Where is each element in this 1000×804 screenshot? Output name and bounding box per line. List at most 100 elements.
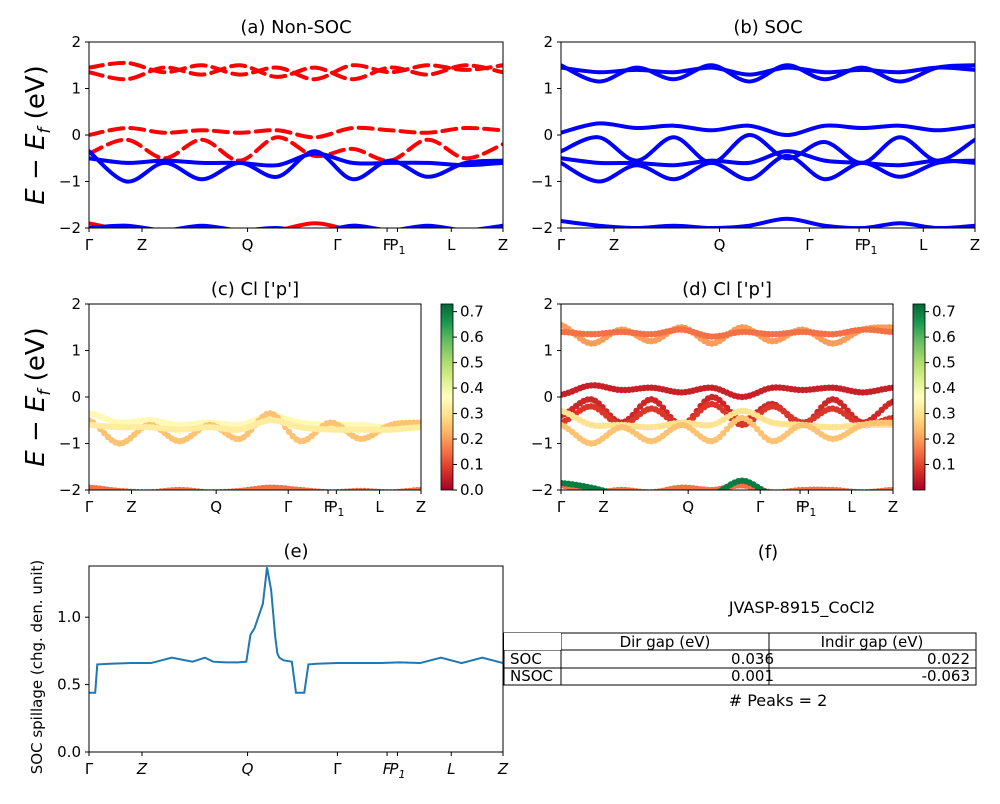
panel-e: 0.0 0.5 1.0 Γ Z Q Γ FP1 L Z (e) SOC spillage (chg. …	[28, 541, 509, 781]
header-indir-gap: Indir gap (eV)	[821, 633, 924, 651]
band-point	[663, 491, 669, 497]
band-d-1	[561, 326, 893, 340]
y-tick-label: 0	[71, 126, 81, 144]
band-point	[871, 491, 877, 497]
panel-title-e: (e)	[283, 541, 308, 562]
plot-area-a	[89, 60, 503, 228]
x-tick-label: L	[919, 236, 928, 254]
x-tick-label: Γ	[557, 236, 566, 254]
band-point	[656, 491, 662, 497]
band-point	[840, 403, 848, 410]
band-b-1	[561, 65, 975, 77]
x-tick-label: F	[855, 236, 864, 254]
y-tick-label: −1	[59, 435, 81, 453]
colorbar-tick-label: 0.6	[932, 328, 956, 346]
band-point	[244, 430, 251, 438]
band-d-2	[561, 382, 893, 401]
band-point	[796, 492, 802, 498]
row-soc-indir: 0.022	[927, 650, 970, 668]
y-tick-label: 0	[543, 126, 553, 144]
y-tick-label: −1	[531, 435, 553, 453]
plot-area-c	[89, 410, 421, 490]
band-b-6	[561, 216, 975, 228]
y-tick-label: 1	[71, 342, 81, 360]
x-tick-label: Z	[416, 498, 426, 516]
band-point	[863, 491, 869, 497]
x-tick-label: F	[383, 236, 392, 254]
band-point	[757, 486, 765, 490]
x-tick-label: Z	[498, 236, 508, 254]
plot-area-d	[561, 321, 893, 498]
header-dir-gap: Dir gap (eV)	[620, 633, 711, 651]
band-point	[754, 425, 761, 433]
x-tick-label: L	[447, 760, 455, 778]
x-tick-label: Z	[598, 498, 608, 516]
band-point	[709, 491, 715, 497]
y-tick-label: 2	[71, 33, 81, 51]
colorbar-tick-label: 0.6	[460, 328, 484, 346]
band-point	[694, 492, 700, 498]
band-point	[750, 421, 757, 429]
x-tick-label: Γ	[284, 498, 293, 516]
y-axis-label-a: E − Ef (eV)	[21, 65, 55, 205]
colorbar-gradient	[912, 303, 926, 491]
row-nsoc-indir: -0.063	[922, 667, 970, 685]
x-tick-label: Γ	[557, 498, 566, 516]
band-point	[889, 328, 893, 336]
band-a-4	[89, 149, 503, 184]
band-point	[867, 491, 873, 497]
x-tick-label: P1	[800, 498, 816, 519]
band-point	[705, 492, 711, 498]
band-point	[814, 491, 820, 497]
y-tick-label: 1	[71, 80, 81, 98]
x-tick-label: P1	[389, 236, 405, 257]
band-point	[829, 491, 835, 497]
colorbar-tick-label: 0.5	[932, 354, 956, 372]
material-id: JVASP-8915_CoCl2	[728, 598, 875, 618]
band-point	[807, 491, 813, 497]
y-tick-label: 0	[543, 388, 553, 406]
y-tick-label: −1	[59, 173, 81, 191]
band-a-5	[89, 151, 503, 168]
x-tick-label: Z	[497, 760, 509, 778]
band-point	[765, 490, 771, 496]
x-tick-label: Q	[210, 498, 222, 516]
x-tick-label: L	[447, 236, 456, 254]
panel-d: 210−1−2Γ Z Q Γ FP1 L Z(d) Cl ['p']0.70.60.50.4…	[531, 279, 956, 519]
colorbar-tick-label: 0.1	[460, 456, 484, 474]
band-point	[630, 492, 636, 498]
band-point	[833, 491, 839, 497]
x-tick-label: P1	[861, 236, 877, 257]
band-point	[701, 492, 707, 498]
panel-title-b: (b) SOC	[733, 17, 802, 38]
x-tick-label: Z	[126, 498, 136, 516]
band-d-6	[561, 414, 893, 447]
y-tick-label: 2	[543, 295, 553, 313]
band-point	[614, 491, 620, 497]
x-tick-label: Γ	[333, 760, 342, 778]
x-tick-label: Γ	[805, 236, 814, 254]
band-point	[285, 428, 293, 435]
band-point	[882, 491, 888, 497]
colorbar-tick-label: 0.3	[932, 405, 956, 423]
band-point	[652, 491, 658, 497]
y-tick-label: −2	[531, 481, 553, 499]
band-point	[648, 491, 654, 497]
band-c-1	[89, 410, 421, 447]
y-axis-label-e: SOC spillage (chg. den. unit)	[28, 560, 46, 775]
colorbar-tick-label: 0.1	[932, 456, 956, 474]
band-a-1	[89, 63, 503, 82]
band-point	[645, 492, 651, 498]
y-tick-label: −2	[59, 481, 81, 499]
band-point	[773, 492, 779, 498]
band-point	[889, 384, 893, 391]
y-tick-label: −1	[531, 173, 553, 191]
band-a-7	[89, 223, 503, 228]
band-point	[875, 491, 881, 497]
x-tick-label: F	[383, 760, 392, 778]
band-point	[679, 491, 685, 497]
x-tick-label: Γ	[85, 236, 94, 254]
x-tick-label: Z	[970, 236, 980, 254]
